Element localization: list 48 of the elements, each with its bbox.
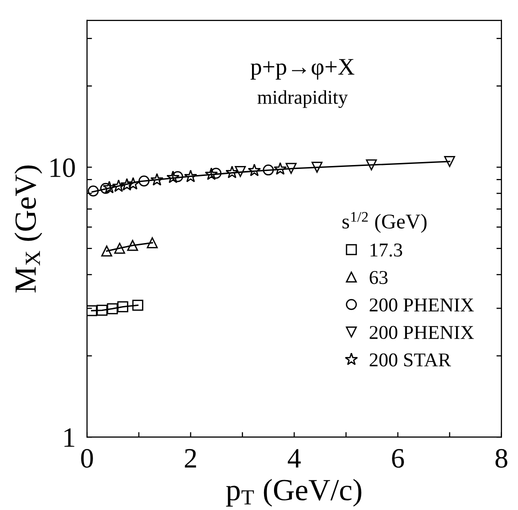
point xyxy=(204,167,218,180)
point xyxy=(210,168,222,179)
point xyxy=(88,186,99,197)
point xyxy=(262,164,274,176)
point xyxy=(114,242,126,254)
point xyxy=(444,156,456,167)
point xyxy=(120,178,134,191)
point xyxy=(101,246,112,257)
point xyxy=(248,164,261,176)
x-tick-label: 0 xyxy=(81,448,93,468)
point xyxy=(96,304,108,316)
point xyxy=(150,173,164,186)
x-tick-label: 8 xyxy=(496,448,508,468)
point xyxy=(126,177,140,190)
point xyxy=(172,171,184,182)
point xyxy=(225,166,239,178)
text: p+p→φ+X xyxy=(250,59,354,80)
y-tick-label: 1 xyxy=(64,428,74,447)
point xyxy=(138,176,150,186)
point xyxy=(87,305,98,316)
point xyxy=(234,166,246,177)
point xyxy=(366,159,377,170)
point xyxy=(274,162,287,175)
point xyxy=(312,162,323,173)
x-tick-label: 6 xyxy=(392,449,404,468)
point xyxy=(117,301,128,312)
y-axis-title: M$_{X}$ (GeV) xyxy=(14,165,42,292)
point xyxy=(106,303,118,314)
point xyxy=(132,300,144,311)
legend-label: 63 xyxy=(370,271,388,284)
point xyxy=(286,162,297,174)
point xyxy=(102,180,116,194)
point xyxy=(146,237,158,248)
x-tick-label: 4 xyxy=(288,449,301,468)
legend-label: 200 STAR xyxy=(370,353,452,366)
x-tick-label: 2 xyxy=(184,449,196,468)
point xyxy=(100,182,112,194)
point xyxy=(112,179,126,192)
legend-title: s$^{1/2}$ (GeV) xyxy=(342,212,427,233)
legend-label: 17.3 xyxy=(370,244,402,257)
legend-label: 200 PHENIX xyxy=(370,326,474,340)
legend-label: 200 PHENIX xyxy=(370,298,474,312)
point xyxy=(127,240,138,251)
point xyxy=(166,170,180,184)
y-tick-label: 10 xyxy=(50,158,75,178)
x-axis-title: p$_{T}$ (GeV/c) xyxy=(226,478,362,507)
point xyxy=(184,170,198,182)
text: midrapidity xyxy=(258,90,348,108)
